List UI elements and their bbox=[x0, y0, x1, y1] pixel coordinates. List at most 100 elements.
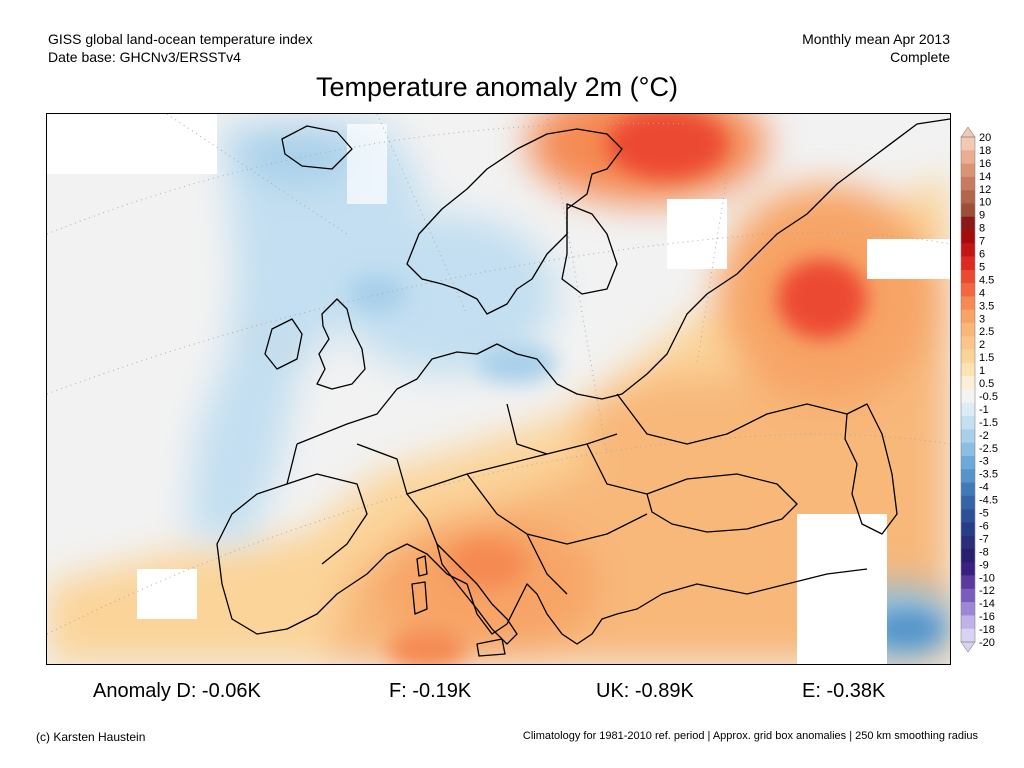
dataset-title: GISS global land-ocean temperature index bbox=[48, 31, 313, 47]
anomaly-europe: E: -0.38K bbox=[802, 680, 886, 702]
scale-tick-label: 16 bbox=[979, 158, 991, 170]
scale-tick-label: -8 bbox=[979, 546, 989, 558]
color-swatch bbox=[961, 615, 975, 630]
scale-tick-label: -1 bbox=[979, 404, 989, 416]
completeness-label: Complete bbox=[890, 49, 950, 65]
scale-tick-label: 12 bbox=[979, 184, 991, 196]
scale-bottom-arrow bbox=[960, 641, 976, 653]
scale-tick-label: 4.5 bbox=[979, 274, 994, 286]
color-swatch bbox=[961, 455, 975, 470]
color-swatch bbox=[961, 269, 975, 284]
scale-tick-label: 4 bbox=[979, 287, 985, 299]
color-swatch bbox=[961, 190, 975, 204]
scale-tick-label: -0.5 bbox=[979, 391, 998, 403]
color-swatch bbox=[961, 283, 975, 297]
color-swatch bbox=[961, 150, 975, 164]
copyright: (c) Karsten Haustein bbox=[36, 730, 146, 744]
anomaly-uk: UK: -0.89K bbox=[596, 680, 694, 702]
color-swatch bbox=[961, 216, 975, 231]
scale-tick-label: -10 bbox=[979, 572, 995, 584]
scale-tick-label: 10 bbox=[979, 197, 991, 209]
period-label: Monthly mean Apr 2013 bbox=[802, 31, 950, 47]
color-swatch bbox=[961, 482, 975, 497]
scale-tick-label: 9 bbox=[979, 210, 985, 222]
scale-tick-label: -7 bbox=[979, 533, 989, 545]
scale-tick-label: -5 bbox=[979, 508, 989, 520]
scale-outline bbox=[960, 136, 976, 643]
scale-tick-label: -6 bbox=[979, 520, 989, 532]
scale-tick-label: -20 bbox=[979, 637, 995, 649]
color-swatch bbox=[961, 323, 975, 337]
color-swatch bbox=[961, 203, 975, 218]
scale-tick-label: -9 bbox=[979, 559, 989, 571]
scale-tick-label: -2 bbox=[979, 430, 989, 442]
scale-tick-label: -1.5 bbox=[979, 417, 998, 429]
scale-tick-label: -2.5 bbox=[979, 443, 998, 455]
color-swatch bbox=[961, 548, 975, 563]
color-swatch bbox=[961, 336, 975, 350]
anomaly-germany: Anomaly D: -0.06K bbox=[93, 680, 261, 702]
scale-tick-label: 0.5 bbox=[979, 378, 994, 390]
graticule bbox=[47, 114, 950, 635]
scale-tick-label: -4.5 bbox=[979, 495, 998, 507]
color-swatch bbox=[961, 296, 975, 311]
scale-tick-label: 20 bbox=[979, 132, 991, 144]
anomaly-france: F: -0.19K bbox=[389, 680, 472, 702]
scale-tick-label: 1 bbox=[979, 365, 985, 377]
scale-top-arrow bbox=[960, 126, 976, 138]
color-swatch bbox=[961, 376, 975, 390]
scale-tick-label: 14 bbox=[979, 171, 991, 183]
no-data-areas bbox=[47, 114, 950, 664]
color-swatch bbox=[961, 535, 975, 550]
color-swatch bbox=[961, 575, 975, 590]
data-base-label: Date base: GHCNv3/ERSSTv4 bbox=[48, 49, 241, 65]
color-swatch bbox=[961, 349, 975, 364]
scale-tick-label: -3.5 bbox=[979, 469, 998, 481]
regional-anomalies: Anomaly D: -0.06K F: -0.19K UK: -0.89K E… bbox=[0, 680, 1024, 706]
scale-tick-label: 18 bbox=[979, 145, 991, 157]
color-swatch bbox=[961, 137, 975, 151]
color-swatch bbox=[961, 176, 975, 191]
methodology-note: Climatology for 1981-2010 ref. period | … bbox=[522, 730, 978, 742]
color-scale-bar: 201816141210987654.543.532.521.510.5-0.5… bbox=[960, 126, 998, 653]
color-scale-legend: 20 18 16 14 12 10 9 8 7 6 5 4.5 4 3.5 3 2.5 2 1.5 1 0.5 -0.5… bbox=[959, 126, 1019, 653]
color-swatch bbox=[961, 509, 975, 523]
anomaly-map bbox=[46, 113, 951, 665]
scale-tick-label: 5 bbox=[979, 261, 985, 273]
color-swatch bbox=[961, 362, 975, 377]
color-swatch bbox=[961, 562, 975, 576]
scale-tick-label: 7 bbox=[979, 236, 985, 248]
color-swatch bbox=[961, 243, 975, 257]
header-right: Monthly mean Apr 2013 Complete bbox=[802, 30, 950, 66]
color-swatch bbox=[961, 628, 975, 643]
scale-tick-label: 6 bbox=[979, 249, 985, 261]
scale-tick-label: -18 bbox=[979, 624, 995, 636]
color-swatch bbox=[961, 495, 975, 510]
color-swatch bbox=[961, 442, 975, 457]
map-title: Temperature anomaly 2m (°C) bbox=[316, 72, 678, 102]
color-swatch bbox=[961, 416, 975, 430]
color-swatch bbox=[961, 602, 975, 616]
scale-tick-label: 1.5 bbox=[979, 352, 994, 364]
color-swatch bbox=[961, 588, 975, 603]
color-swatch bbox=[961, 389, 975, 404]
scale-tick-label: 2 bbox=[979, 339, 985, 351]
scale-tick-label: -14 bbox=[979, 598, 995, 610]
color-swatch bbox=[961, 230, 975, 244]
color-swatch bbox=[961, 402, 975, 417]
scale-tick-label: -3 bbox=[979, 456, 989, 468]
color-swatch bbox=[961, 429, 975, 443]
header-left: GISS global land-ocean temperature index… bbox=[48, 30, 313, 66]
scale-tick-label: -16 bbox=[979, 611, 995, 623]
scale-tick-label: 3.5 bbox=[979, 300, 994, 312]
cool-cores bbox=[347, 274, 942, 647]
scale-tick-label: 3 bbox=[979, 313, 985, 325]
color-swatch bbox=[961, 522, 975, 536]
color-swatch bbox=[961, 256, 975, 271]
scale-tick-label: -12 bbox=[979, 585, 995, 597]
color-swatch bbox=[961, 163, 975, 178]
scale-tick-label: 2.5 bbox=[979, 326, 994, 338]
color-swatch bbox=[961, 469, 975, 483]
map-canvas bbox=[47, 114, 950, 664]
color-swatch bbox=[961, 309, 975, 324]
